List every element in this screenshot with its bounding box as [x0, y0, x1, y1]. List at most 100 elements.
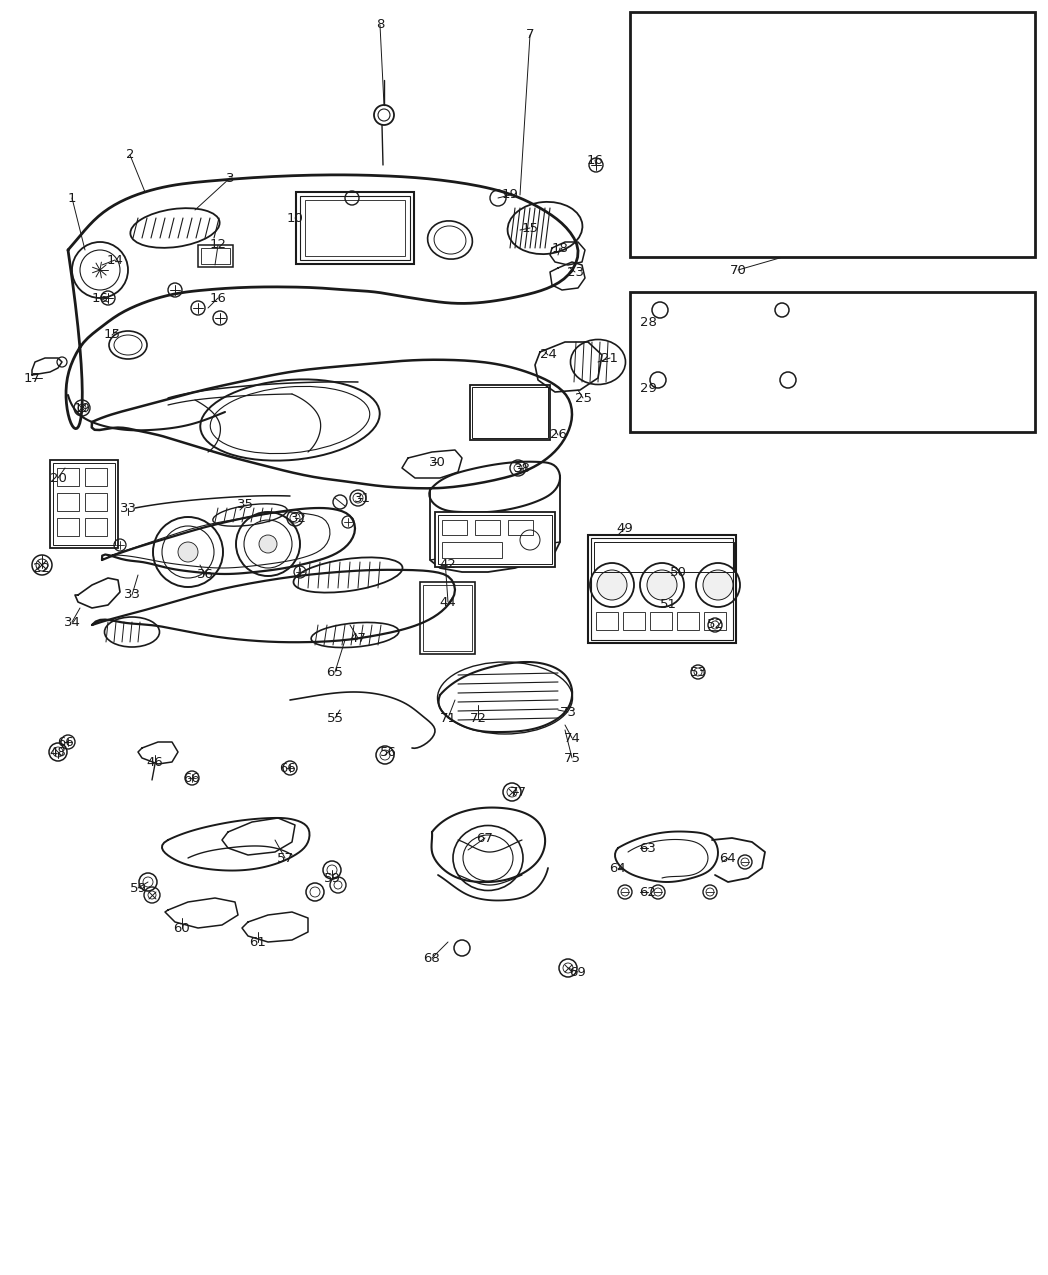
- Bar: [594, 542, 734, 572]
- Text: 31: 31: [353, 491, 371, 505]
- Bar: [472, 388, 548, 439]
- Text: 22: 22: [34, 561, 50, 575]
- Text: 66: 66: [57, 736, 73, 748]
- Text: 66: 66: [280, 761, 297, 774]
- Text: 23: 23: [567, 265, 584, 278]
- Text: 53: 53: [690, 666, 706, 678]
- Bar: [50, 460, 118, 548]
- Text: 15: 15: [522, 222, 539, 235]
- Text: 17: 17: [23, 371, 41, 385]
- Text: 44: 44: [439, 595, 456, 608]
- Text: 46: 46: [147, 756, 163, 769]
- Bar: [623, 612, 645, 630]
- Bar: [53, 463, 115, 544]
- Text: 18: 18: [551, 241, 568, 255]
- Text: 35: 35: [237, 499, 254, 511]
- Text: 72: 72: [470, 711, 486, 724]
- Text: 52: 52: [706, 618, 723, 631]
- Text: 26: 26: [549, 428, 566, 441]
- Text: 20: 20: [49, 472, 66, 484]
- Bar: [85, 493, 107, 511]
- Bar: [201, 249, 230, 264]
- Text: 36: 36: [197, 569, 214, 581]
- Text: 68: 68: [423, 951, 440, 964]
- Text: 50: 50: [670, 566, 686, 579]
- Text: 66: 66: [183, 771, 200, 784]
- Text: 33: 33: [119, 501, 136, 515]
- Text: 21: 21: [602, 352, 618, 365]
- Text: 19: 19: [73, 402, 90, 414]
- Bar: [470, 385, 550, 440]
- Text: 49: 49: [616, 521, 633, 534]
- Bar: [85, 518, 107, 536]
- Bar: [420, 581, 475, 654]
- Bar: [596, 612, 618, 630]
- Text: 59: 59: [130, 881, 147, 895]
- Text: 64: 64: [610, 862, 627, 875]
- Circle shape: [259, 536, 277, 553]
- Bar: [630, 292, 1035, 432]
- Text: 62: 62: [639, 886, 656, 899]
- Text: 67: 67: [477, 831, 494, 844]
- Text: 55: 55: [327, 711, 344, 724]
- Text: 69: 69: [570, 965, 587, 978]
- Text: 61: 61: [249, 936, 266, 949]
- Text: 7: 7: [526, 28, 534, 42]
- Text: 24: 24: [540, 348, 556, 362]
- Text: 73: 73: [560, 705, 576, 719]
- Text: 33: 33: [124, 589, 140, 602]
- Bar: [57, 468, 79, 486]
- Text: 71: 71: [439, 711, 457, 724]
- Bar: [442, 542, 502, 558]
- Bar: [630, 11, 1035, 258]
- Circle shape: [647, 570, 677, 601]
- Bar: [588, 536, 736, 643]
- Bar: [591, 538, 733, 640]
- Bar: [305, 200, 405, 256]
- Text: 2: 2: [126, 148, 134, 162]
- Text: 30: 30: [429, 455, 445, 468]
- Text: 32: 32: [289, 511, 306, 524]
- Circle shape: [178, 542, 198, 562]
- Bar: [650, 612, 672, 630]
- Text: 12: 12: [210, 238, 226, 251]
- Bar: [57, 518, 79, 536]
- Text: 14: 14: [107, 254, 124, 266]
- Bar: [442, 520, 467, 536]
- Text: 29: 29: [639, 381, 656, 394]
- Bar: [677, 612, 699, 630]
- Bar: [475, 520, 500, 536]
- Circle shape: [597, 570, 627, 601]
- Text: 3: 3: [225, 172, 235, 185]
- Bar: [198, 245, 233, 266]
- Text: 47: 47: [350, 631, 367, 644]
- Text: 51: 51: [659, 598, 677, 612]
- Text: 75: 75: [564, 751, 581, 765]
- Bar: [85, 468, 107, 486]
- Text: 34: 34: [64, 616, 81, 629]
- Bar: [300, 196, 410, 260]
- Text: 65: 65: [327, 666, 344, 678]
- Bar: [438, 515, 552, 564]
- Text: 64: 64: [720, 852, 737, 864]
- Text: 77: 77: [509, 785, 526, 798]
- Text: 60: 60: [174, 922, 191, 935]
- Text: 56: 56: [379, 746, 396, 759]
- Bar: [57, 493, 79, 511]
- Text: 16: 16: [210, 292, 226, 305]
- Bar: [296, 193, 414, 264]
- Text: 28: 28: [639, 315, 656, 329]
- Text: 48: 48: [49, 746, 66, 759]
- Text: 8: 8: [376, 19, 385, 32]
- Text: 59: 59: [324, 872, 341, 885]
- Text: 25: 25: [574, 391, 591, 404]
- Text: 1: 1: [68, 191, 77, 204]
- Bar: [423, 585, 472, 652]
- Circle shape: [703, 570, 733, 601]
- Text: 57: 57: [277, 852, 293, 864]
- Text: 16: 16: [587, 153, 604, 167]
- Bar: [704, 612, 726, 630]
- Bar: [435, 513, 555, 567]
- Text: 38: 38: [514, 462, 530, 474]
- Text: 63: 63: [639, 842, 656, 854]
